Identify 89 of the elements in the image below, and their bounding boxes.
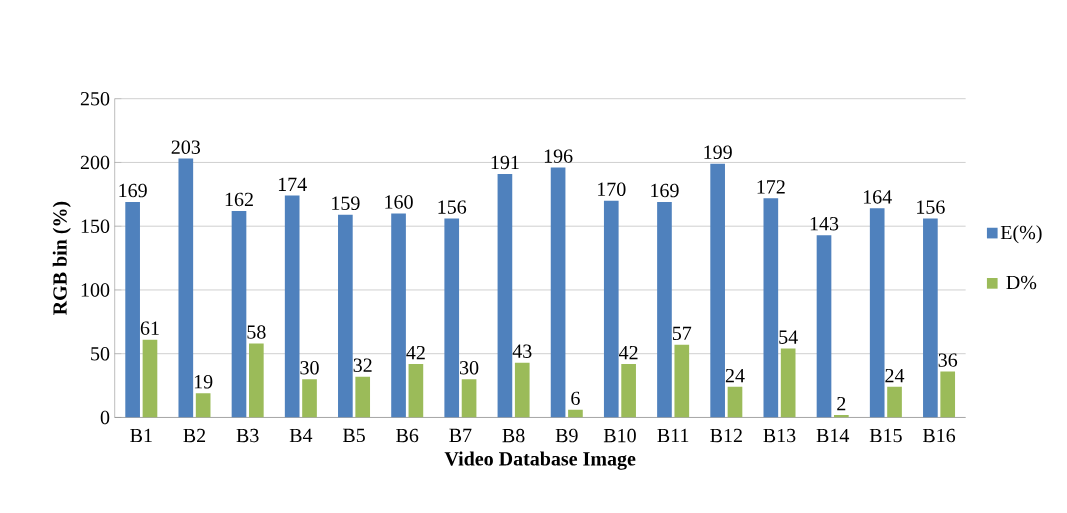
bar (568, 409, 583, 418)
legend-label: D% (1006, 275, 1037, 290)
data-label: 42 (619, 345, 638, 359)
bar (763, 197, 779, 418)
data-label: 36 (938, 353, 958, 367)
x-axis-title: Video Database Image (444, 451, 636, 470)
data-label: 30 (300, 360, 319, 375)
bar (302, 378, 317, 418)
bar (603, 200, 619, 418)
bar (727, 386, 743, 418)
y-axis-title: RGB bin (%) (52, 201, 71, 315)
data-label: 174 (278, 177, 307, 191)
data-label: 43 (512, 344, 532, 358)
data-label: 169 (651, 183, 679, 198)
y-tick-label: 250 (80, 91, 110, 106)
data-label: 6 (571, 391, 580, 405)
bar (710, 163, 725, 418)
data-label: 159 (332, 196, 360, 210)
y-tick-label: 200 (80, 155, 110, 169)
data-label: 156 (917, 200, 945, 214)
bar (178, 158, 194, 418)
x-tick-label: B11 (657, 428, 689, 442)
y-tick-label: 150 (81, 219, 110, 233)
bar (444, 218, 460, 418)
bar (125, 201, 140, 418)
bar (284, 195, 300, 418)
bar (142, 339, 158, 418)
x-tick-label: B9 (555, 428, 578, 443)
data-label: 57 (672, 326, 692, 340)
x-tick-label: B16 (922, 428, 956, 443)
x-tick-label: B10 (603, 428, 636, 443)
bar (674, 344, 690, 418)
data-label: 24 (885, 368, 905, 382)
bar (514, 362, 530, 418)
data-label: 61 (140, 321, 159, 335)
data-label: 203 (171, 140, 201, 154)
data-label: 191 (491, 155, 519, 169)
bar (338, 214, 353, 418)
bar (231, 210, 247, 418)
data-label: 54 (779, 330, 798, 344)
data-label: 30 (460, 360, 479, 375)
bar (657, 201, 672, 418)
bar (940, 371, 956, 418)
y-tick-label: 50 (91, 346, 110, 361)
data-label: 172 (757, 179, 785, 194)
data-label: 19 (194, 374, 213, 389)
data-label: 143 (810, 216, 839, 231)
bar (621, 363, 636, 418)
data-label: 24 (725, 368, 745, 382)
bar (780, 348, 796, 418)
bar (355, 376, 371, 418)
data-label: 58 (247, 325, 266, 339)
bar (497, 173, 513, 418)
bar (408, 363, 424, 418)
x-tick-label: B13 (763, 428, 796, 443)
bar (816, 234, 832, 418)
bar (550, 167, 566, 418)
x-tick-label: B6 (396, 428, 419, 443)
x-tick-label: B12 (710, 428, 742, 442)
bar (249, 343, 264, 418)
bar (887, 386, 902, 418)
data-label: 199 (704, 145, 732, 159)
x-tick-label: B8 (502, 428, 525, 443)
bar (461, 378, 477, 418)
data-label: 156 (438, 200, 467, 214)
legend-label: E(%) (1000, 224, 1042, 244)
data-label: 164 (863, 189, 892, 204)
y-tick-label: 0 (100, 410, 110, 424)
data-label: 160 (385, 195, 413, 209)
x-tick-label: B14 (816, 428, 850, 442)
x-tick-label: B15 (869, 428, 902, 442)
x-tick-label: B2 (183, 428, 206, 442)
data-label: 196 (544, 149, 573, 163)
data-label: 170 (598, 182, 626, 196)
data-label: 169 (119, 183, 147, 198)
bar (923, 218, 938, 418)
bar (391, 213, 406, 418)
bar (195, 393, 211, 418)
x-tick-label: B1 (130, 428, 152, 442)
x-tick-label: B5 (342, 428, 365, 442)
bar (869, 208, 885, 418)
data-label: 42 (406, 345, 425, 359)
data-label: 162 (225, 192, 253, 206)
x-tick-label: B7 (449, 428, 472, 442)
y-tick-label: 100 (81, 282, 110, 297)
data-label: 32 (353, 358, 372, 372)
x-tick-label: B3 (236, 428, 259, 443)
x-tick-label: B4 (289, 428, 313, 442)
data-label: 2 (837, 396, 846, 410)
